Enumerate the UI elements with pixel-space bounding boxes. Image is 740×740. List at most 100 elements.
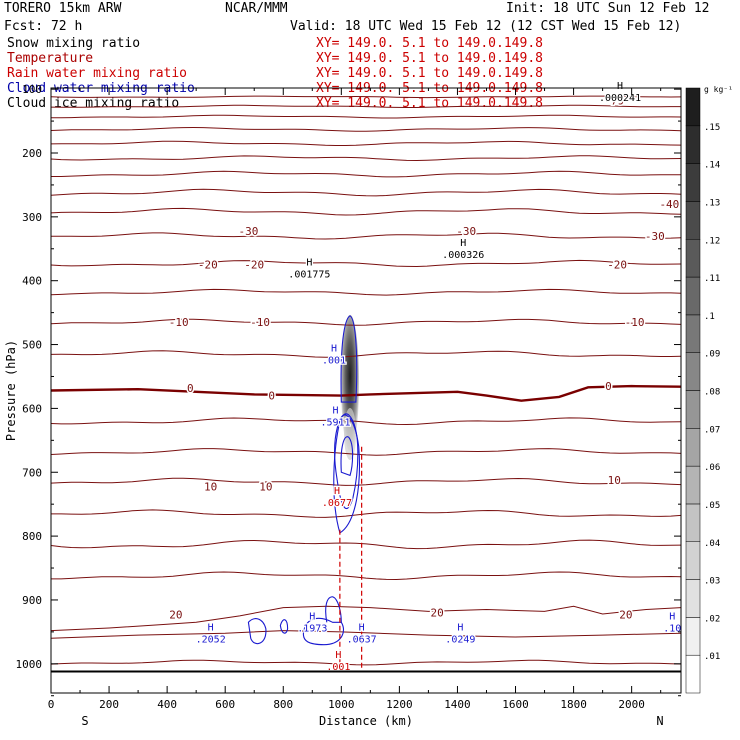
isotherm-label: 0 [268, 390, 275, 403]
maximum-marker: H [333, 405, 339, 416]
isotherm-label: -10 [625, 316, 645, 329]
isotherm-label: 10 [204, 480, 217, 493]
y-tick-label: 300 [22, 211, 42, 224]
isotherm [50, 448, 682, 456]
colorbar-tick-label: .08 [704, 388, 720, 398]
legend-temperature-xy: XY= 149.0. 5.1 to 149.0.149.8 [316, 51, 543, 66]
legend-snow-xy: XY= 149.0. 5.1 to 149.0.149.8 [316, 36, 543, 51]
isotherm [51, 170, 682, 178]
colorbar-tick-label: .13 [704, 198, 720, 208]
isotherm [50, 539, 682, 550]
south-end-label: S [81, 714, 88, 728]
colorbar-tick-label: .15 [704, 123, 720, 133]
x-tick-label: 1400 [444, 698, 471, 711]
y-tick-label: 100 [22, 83, 42, 96]
isotherm [50, 140, 682, 146]
cloud-water-contours [247, 315, 360, 646]
maximum-marker: H [359, 623, 365, 634]
isotherm [50, 350, 682, 358]
isotherm [50, 318, 682, 326]
colorbar-tick-label: .14 [704, 161, 720, 171]
colorbar-bin [685, 541, 701, 580]
isotherm-0 [50, 384, 682, 402]
colorbar-bin [685, 352, 701, 391]
colorbar-bin [685, 276, 701, 316]
maximum-marker: H [306, 257, 312, 268]
cloud-water-contour [279, 619, 289, 634]
maximum-value: .001775 [288, 269, 330, 280]
colorbar-tick-label: .11 [704, 274, 720, 284]
maximum-value: .0249 [445, 635, 475, 646]
maximum-value: .1973 [297, 624, 327, 635]
isotherm-label: 20 [619, 609, 632, 622]
colorbar-unit: g kg⁻¹ [704, 85, 733, 94]
colorbar-tick-label: .05 [704, 501, 720, 511]
isotherm-label: -10 [250, 316, 270, 329]
y-tick-label: 900 [22, 594, 42, 607]
isotherm [50, 104, 681, 108]
colorbar-bin [685, 125, 701, 164]
legend-rain-xy: XY= 149.0. 5.1 to 149.0.149.8 [316, 66, 543, 81]
isotherm-label: 20 [169, 609, 182, 622]
isotherm-label: 20 [431, 607, 444, 620]
colorbar-bin [685, 239, 701, 278]
isotherm-label: -10 [169, 316, 189, 329]
maximum-marker: H [208, 623, 214, 634]
colorbar-tick-label: .01 [704, 652, 720, 662]
isotherm-label: 0 [605, 380, 612, 393]
isotherm [51, 232, 682, 240]
isotherm-label: 10 [608, 474, 621, 487]
isotherm-label: 0 [187, 382, 194, 395]
isotherm-label: -20 [607, 259, 627, 272]
x-tick-label: 1000 [328, 698, 355, 711]
maximum-marker: H [669, 612, 675, 623]
isotherm-label: -30 [238, 225, 258, 238]
isotherm [50, 126, 682, 132]
colorbar-tick-label: .12 [704, 236, 720, 246]
maximum-value: .000326 [442, 250, 484, 261]
y-tick-label: 1000 [16, 658, 43, 671]
colorbar-tick-label: .09 [704, 350, 720, 360]
init-time: Init: 18 UTC Sun 12 Feb 12 [506, 1, 710, 16]
x-tick-label: 0 [48, 698, 55, 711]
isotherm [51, 509, 682, 518]
colorbar-bin [685, 163, 701, 202]
colorbar-bin [685, 390, 701, 429]
north-end-label: N [656, 714, 663, 728]
maximum-value: .0637 [347, 635, 377, 646]
maximum-marker: H [334, 486, 340, 497]
cloud-water-contour [302, 617, 345, 646]
isotherm [50, 288, 682, 296]
isotherm [51, 114, 682, 119]
temperature-contours [50, 95, 682, 666]
isotherm [50, 417, 682, 426]
colorbar-tick-label: .1 [704, 312, 715, 322]
maximum-value: .000241 [599, 93, 641, 104]
valid-time: Valid: 18 UTC Wed 15 Feb 12 (12 CST Wed … [290, 19, 682, 34]
colorbar-bin [685, 503, 701, 542]
isotherm [50, 659, 682, 666]
legend-snow: Snow mixing ratio [7, 36, 141, 51]
y-tick-label: 200 [22, 147, 42, 160]
y-tick-label: 700 [22, 466, 42, 479]
cloud-water-contour [325, 596, 342, 623]
y-tick-label: 800 [22, 530, 42, 543]
x-tick-label: 2000 [618, 698, 645, 711]
maximum-marker: H [331, 344, 337, 355]
y-tick-label: 500 [22, 339, 42, 352]
cloud-water-contour [333, 414, 360, 534]
plot-frame [50, 87, 682, 694]
isotherm-lower [50, 630, 682, 639]
colorbar-tick-label: .03 [704, 577, 720, 587]
legend-rain: Rain water mixing ratio [7, 66, 188, 81]
isotherm [50, 95, 682, 99]
x-tick-label: 600 [215, 698, 235, 711]
isotherm-label: -40 [659, 198, 679, 211]
x-tick-label: 1800 [560, 698, 587, 711]
colorbar-bin [685, 579, 701, 618]
isotherm [50, 207, 682, 216]
colorbar-bin [685, 314, 701, 353]
